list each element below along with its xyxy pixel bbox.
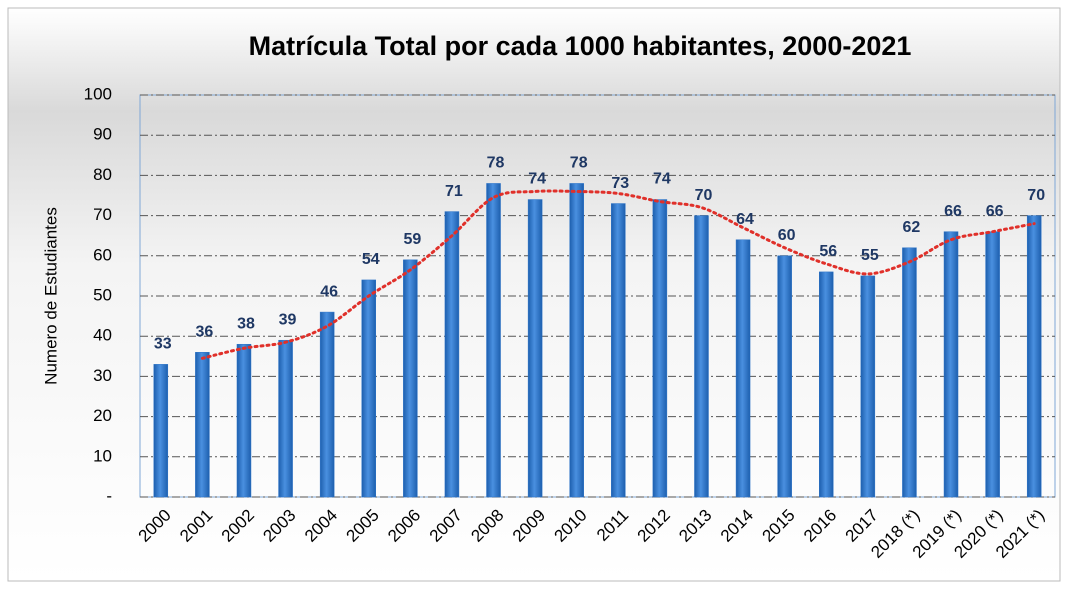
bar bbox=[1026, 215, 1042, 498]
value-label: 66 bbox=[944, 203, 962, 220]
bar bbox=[819, 271, 834, 498]
value-label: 73 bbox=[611, 175, 629, 192]
value-label: 59 bbox=[403, 231, 421, 248]
bar bbox=[486, 183, 501, 498]
y-axis-label: Numero de Estudiantes bbox=[41, 207, 60, 385]
value-label: 38 bbox=[237, 315, 255, 332]
y-tick-label: 90 bbox=[93, 125, 112, 144]
bar bbox=[943, 231, 959, 498]
y-tick-label: 50 bbox=[93, 285, 112, 304]
value-label: 62 bbox=[903, 219, 921, 236]
bar bbox=[319, 311, 335, 498]
bar bbox=[361, 279, 376, 498]
bar bbox=[652, 199, 668, 498]
y-tick-label: 10 bbox=[93, 446, 112, 465]
bar bbox=[735, 239, 751, 498]
bar bbox=[444, 211, 460, 498]
value-label: 70 bbox=[1027, 187, 1045, 204]
value-label: 60 bbox=[778, 227, 796, 244]
y-tick-label: 40 bbox=[93, 326, 112, 345]
value-label: 78 bbox=[487, 155, 505, 172]
bar bbox=[860, 275, 876, 498]
value-label: 74 bbox=[528, 171, 546, 188]
bar bbox=[153, 364, 169, 498]
bar bbox=[902, 247, 917, 498]
value-label: 33 bbox=[154, 336, 172, 353]
bar bbox=[403, 259, 418, 498]
value-label: 56 bbox=[819, 243, 837, 260]
value-label: 64 bbox=[736, 211, 754, 228]
value-label: 70 bbox=[695, 187, 713, 204]
y-tick-label: 80 bbox=[93, 165, 112, 184]
y-tick-label: 70 bbox=[93, 205, 112, 224]
bar bbox=[694, 215, 709, 498]
bar bbox=[236, 343, 252, 498]
bar bbox=[195, 352, 210, 498]
trendline bbox=[200, 189, 1036, 360]
value-label: 66 bbox=[986, 203, 1004, 220]
y-tick-label: 30 bbox=[93, 366, 112, 385]
y-tick-label: - bbox=[106, 486, 112, 505]
value-label: 39 bbox=[279, 311, 297, 328]
bar bbox=[611, 203, 626, 498]
value-label: 54 bbox=[362, 251, 380, 268]
y-tick-label: 20 bbox=[93, 406, 112, 425]
bar bbox=[985, 231, 1000, 498]
y-tick-label: 60 bbox=[93, 245, 112, 264]
value-label: 46 bbox=[320, 283, 338, 300]
chart-title: Matrícula Total por cada 1000 habitantes… bbox=[249, 31, 912, 61]
bar bbox=[278, 339, 293, 498]
value-label: 74 bbox=[653, 171, 671, 188]
y-tick-label: 100 bbox=[84, 84, 112, 103]
value-label: 78 bbox=[570, 155, 588, 172]
bar bbox=[569, 183, 584, 498]
bar bbox=[777, 255, 792, 498]
bar bbox=[527, 199, 543, 498]
value-label: 36 bbox=[195, 323, 213, 340]
value-label: 71 bbox=[445, 183, 463, 200]
value-label: 55 bbox=[861, 247, 879, 264]
